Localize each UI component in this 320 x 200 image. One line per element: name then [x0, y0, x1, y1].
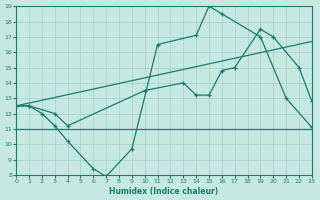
X-axis label: Humidex (Indice chaleur): Humidex (Indice chaleur) [109, 187, 219, 196]
